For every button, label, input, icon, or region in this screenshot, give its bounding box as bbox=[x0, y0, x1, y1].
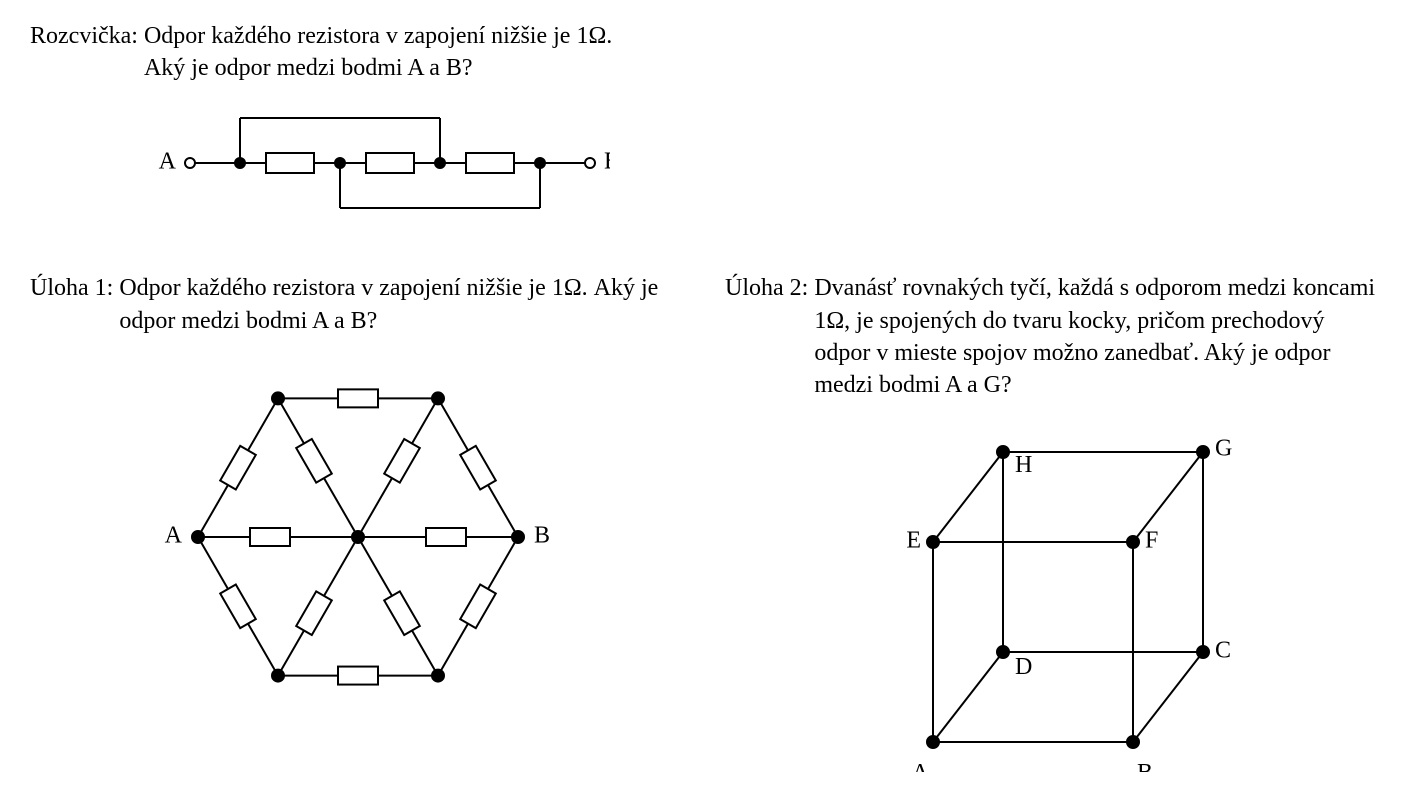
svg-text:F: F bbox=[1145, 527, 1158, 553]
svg-text:B: B bbox=[604, 148, 610, 174]
warmup-text: Odpor každého rezistora v zapojení nižši… bbox=[144, 20, 654, 85]
task1-label: Úloha 1: bbox=[30, 272, 113, 304]
svg-text:A: A bbox=[159, 148, 177, 174]
tasks-row: Úloha 1: Odpor každého rezistora v zapoj… bbox=[30, 272, 1380, 772]
svg-text:H: H bbox=[1015, 452, 1032, 478]
task1-text: Odpor každého rezistora v zapojení nižši… bbox=[119, 272, 685, 337]
warmup-diagram-wrap: AB bbox=[30, 93, 730, 232]
task1-block: Úloha 1: Odpor každého rezistora v zapoj… bbox=[30, 272, 685, 772]
warmup-circuit-diagram: AB bbox=[150, 93, 610, 223]
task2-block: Úloha 2: Dvanásť rovnakých tyčí, každá s… bbox=[725, 272, 1380, 772]
svg-text:E: E bbox=[906, 527, 921, 553]
task2-problem: Úloha 2: Dvanásť rovnakých tyčí, každá s… bbox=[725, 272, 1380, 402]
page: Rozcvička: Odpor každého rezistora v zap… bbox=[0, 0, 1410, 810]
svg-text:B: B bbox=[1137, 760, 1153, 772]
warmup-problem: Rozcvička: Odpor každého rezistora v zap… bbox=[30, 20, 730, 85]
svg-text:G: G bbox=[1215, 435, 1232, 461]
warmup-label: Rozcvička: bbox=[30, 20, 138, 52]
svg-text:C: C bbox=[1215, 637, 1231, 663]
svg-text:B: B bbox=[534, 522, 550, 548]
task2-cube-diagram: H G E F D C A B bbox=[873, 412, 1233, 772]
task1-hexagon-diagram: AB bbox=[148, 347, 568, 727]
task1-problem: Úloha 1: Odpor každého rezistora v zapoj… bbox=[30, 272, 685, 337]
svg-text:D: D bbox=[1015, 654, 1032, 680]
svg-text:A: A bbox=[164, 522, 182, 548]
task2-text: Dvanásť rovnakých tyčí, každá s odporom … bbox=[814, 272, 1380, 402]
task2-label: Úloha 2: bbox=[725, 272, 808, 304]
svg-text:A: A bbox=[911, 760, 929, 772]
warmup-block: Rozcvička: Odpor každého rezistora v zap… bbox=[30, 20, 730, 232]
